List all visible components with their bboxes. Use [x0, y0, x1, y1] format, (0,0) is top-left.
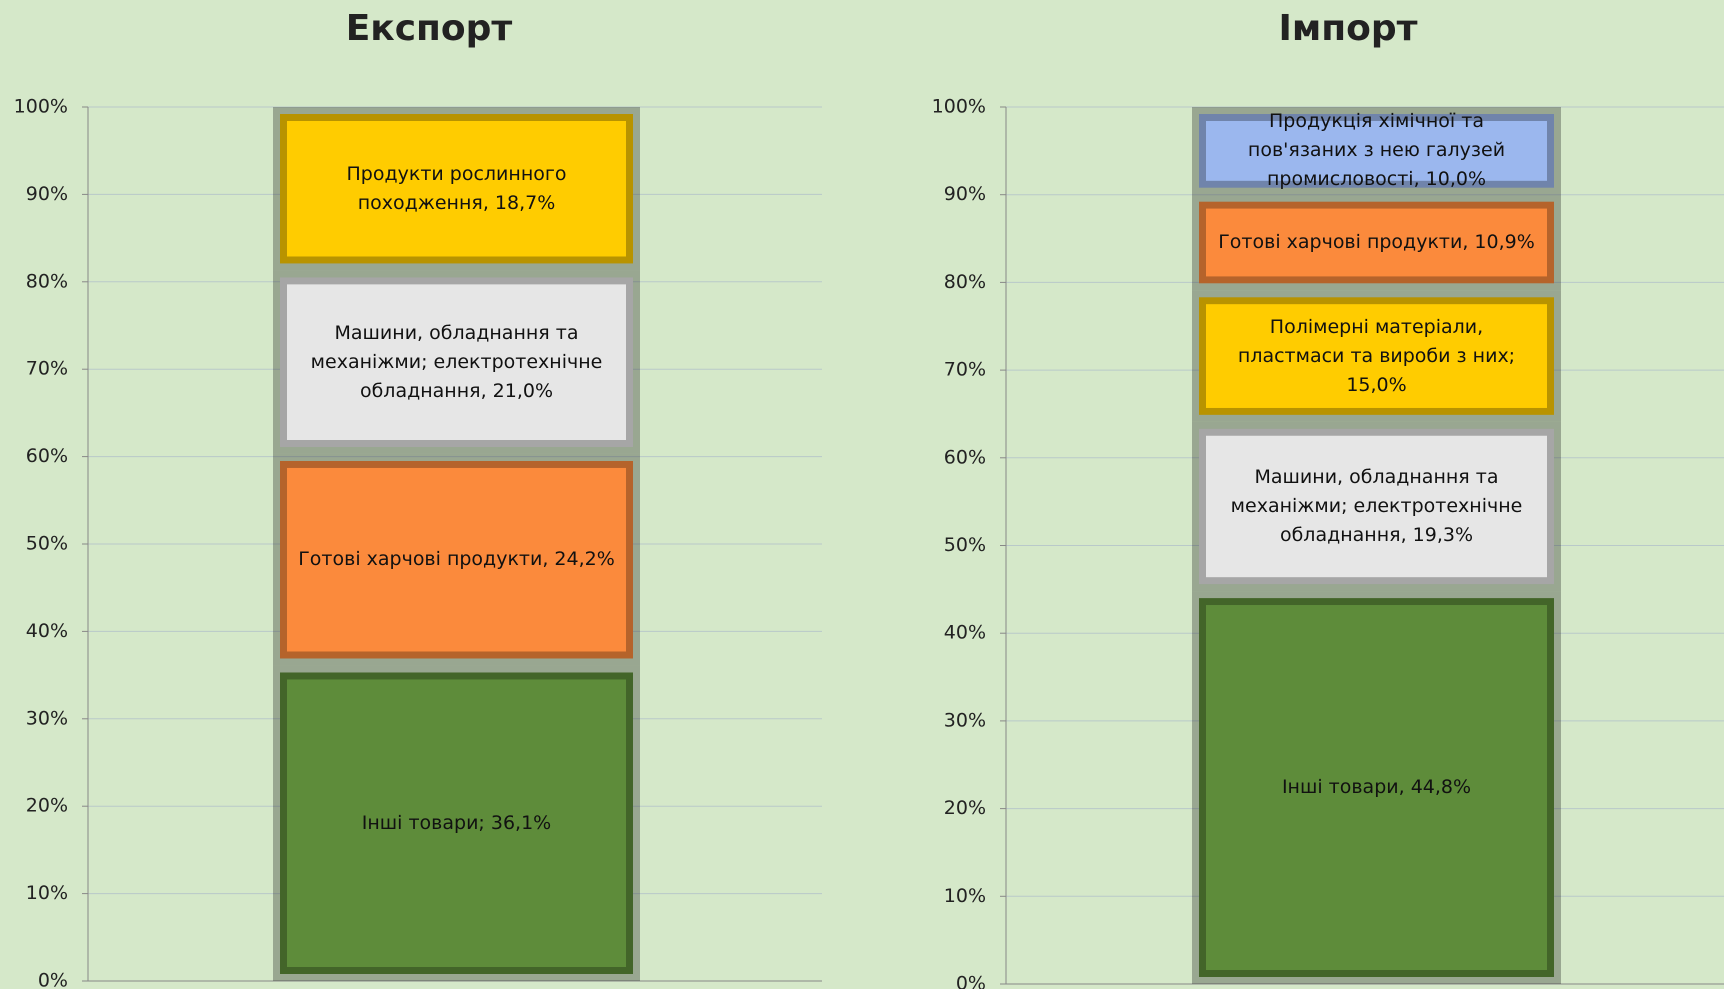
y-tick-label: 50% — [26, 533, 68, 555]
y-tick-label: 20% — [26, 795, 68, 817]
y-tick-label: 30% — [26, 707, 68, 729]
y-tick-label: 80% — [26, 270, 68, 292]
y-tick-label: 100% — [14, 96, 68, 118]
bar-highlight — [1206, 304, 1547, 408]
data-label: Машини, обладнання та механіжми; електро… — [1230, 465, 1523, 546]
y-tick-label: 70% — [944, 359, 986, 381]
data-label-box: Полімерні матеріали, пластмаси та вироби… — [1237, 315, 1516, 396]
data-label-box: Продукти рослинного походження, 18,7% — [346, 162, 567, 214]
bar-highlight — [287, 284, 626, 440]
bar-highlight — [287, 679, 626, 967]
bar-highlight — [1206, 208, 1547, 277]
data-label: Машини, обладнання та механіжми; електро… — [310, 321, 603, 402]
y-tick-label: 60% — [944, 446, 986, 468]
chart-title: Імпорт — [1278, 8, 1417, 49]
data-label: Готові харчові продукти, 10,9% — [1218, 230, 1535, 253]
data-label-box: Машини, обладнання та механіжми; електро… — [1230, 465, 1523, 546]
y-tick-label: 10% — [26, 882, 68, 904]
y-tick-label: 100% — [932, 96, 986, 118]
y-tick-label: 80% — [944, 271, 986, 293]
data-label-box: Інші товари; 36,1% — [361, 811, 552, 834]
data-label: Продукти рослинного походження, 18,7% — [346, 162, 567, 214]
y-tick-label: 30% — [944, 709, 986, 731]
data-label: Готові харчові продукти, 24,2% — [298, 548, 615, 571]
bar-highlight — [287, 467, 626, 652]
bar-highlight — [1206, 605, 1547, 970]
y-tick-label: 0% — [956, 973, 986, 989]
data-label: Інші товари, 44,8% — [1281, 776, 1472, 799]
data-label-box: Готові харчові продукти, 24,2% — [298, 548, 615, 571]
y-tick-label: 50% — [944, 534, 986, 556]
chart-title: Експорт — [346, 8, 513, 49]
y-tick-label: 0% — [38, 970, 68, 989]
bar-highlight — [1206, 121, 1547, 181]
y-tick-label: 70% — [26, 358, 68, 380]
y-tick-label: 40% — [26, 620, 68, 642]
y-tick-label: 90% — [26, 183, 68, 205]
y-tick-label: 60% — [26, 445, 68, 467]
y-tick-label: 20% — [944, 797, 986, 819]
data-label-box: Готові харчові продукти, 10,9% — [1218, 230, 1535, 253]
data-label-box: Машини, обладнання та механіжми; електро… — [310, 321, 603, 402]
data-label: Полімерні матеріали, пластмаси та вироби… — [1237, 315, 1516, 396]
bar-highlight — [1206, 435, 1547, 578]
bar-highlight — [287, 121, 626, 257]
y-tick-label: 10% — [944, 885, 986, 907]
data-label: Продукція хімічної та пов'язаних з нею г… — [1247, 110, 1506, 191]
data-label-box: Продукція хімічної та пов'язаних з нею г… — [1247, 110, 1506, 191]
data-label: Інші товари; 36,1% — [361, 811, 552, 834]
y-tick-label: 90% — [944, 183, 986, 205]
y-tick-label: 40% — [944, 622, 986, 644]
data-label-box: Інші товари, 44,8% — [1281, 776, 1472, 799]
